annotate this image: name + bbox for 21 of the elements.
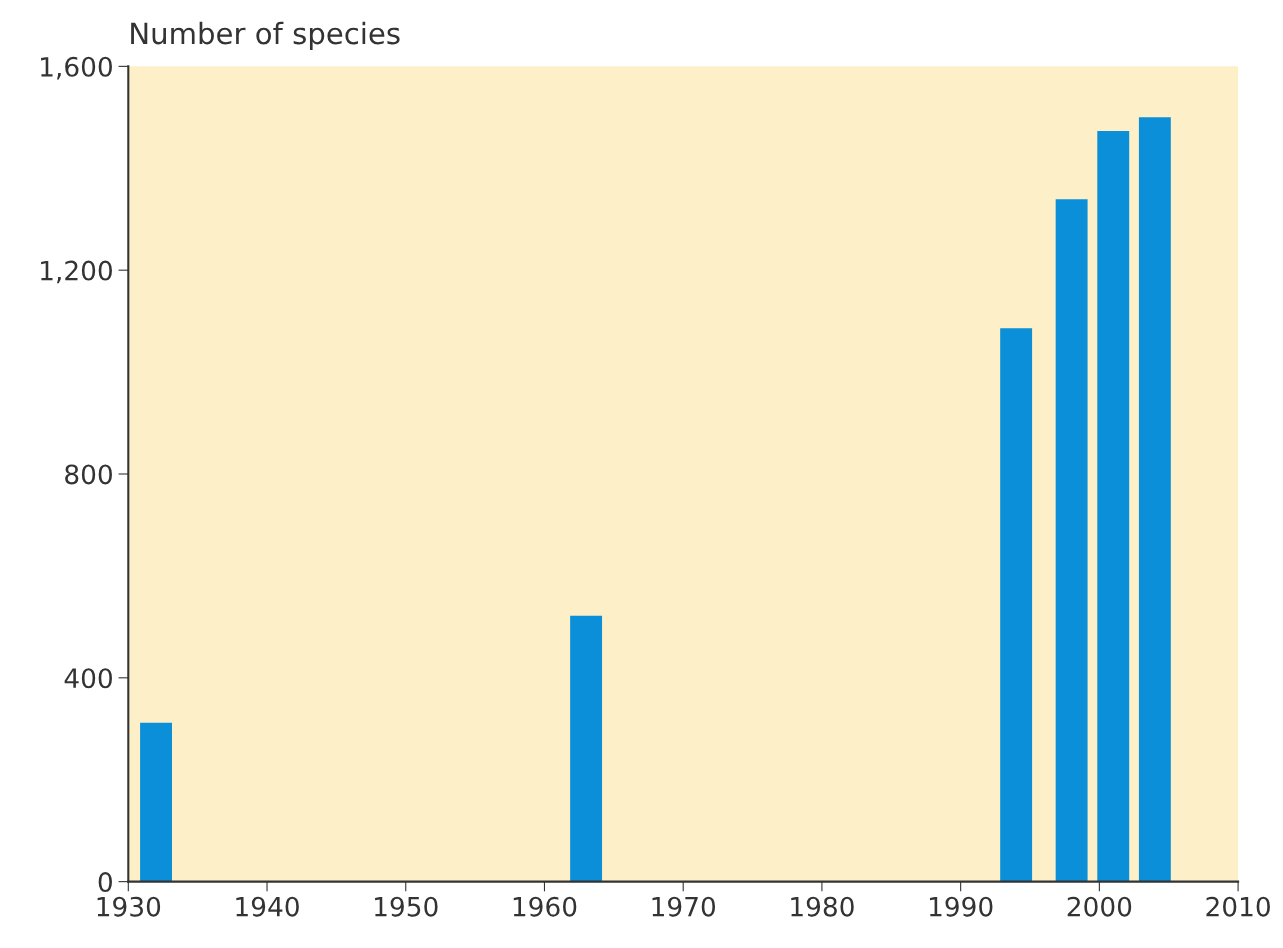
x-tick-label: 1980 bbox=[791, 896, 854, 917]
bar bbox=[570, 615, 603, 882]
x-tick-label: 1930 bbox=[97, 896, 161, 917]
y-tick-label: 800 bbox=[65, 464, 112, 485]
bar bbox=[1097, 131, 1130, 882]
bar bbox=[140, 722, 172, 882]
y-tick-label: 1,200 bbox=[41, 260, 112, 284]
x-tick-label: 1950 bbox=[375, 896, 438, 917]
y-tick-label: 1,600 bbox=[41, 56, 112, 80]
y-axis-title: Number of species bbox=[131, 21, 400, 51]
x-tick-label: 1990 bbox=[929, 896, 993, 917]
bar bbox=[1138, 117, 1171, 882]
x-tick-label: 1970 bbox=[652, 896, 716, 917]
y-tick-label: 400 bbox=[64, 668, 112, 689]
bar bbox=[1000, 328, 1033, 882]
x-tick-label: 2000 bbox=[1067, 896, 1132, 917]
x-tick-label: 1940 bbox=[236, 896, 299, 917]
y-tick-label: 0 bbox=[98, 872, 112, 893]
bar bbox=[1055, 199, 1088, 882]
x-tick-label: 1960 bbox=[513, 896, 577, 917]
x-tick-label: 2010 bbox=[1206, 896, 1270, 917]
